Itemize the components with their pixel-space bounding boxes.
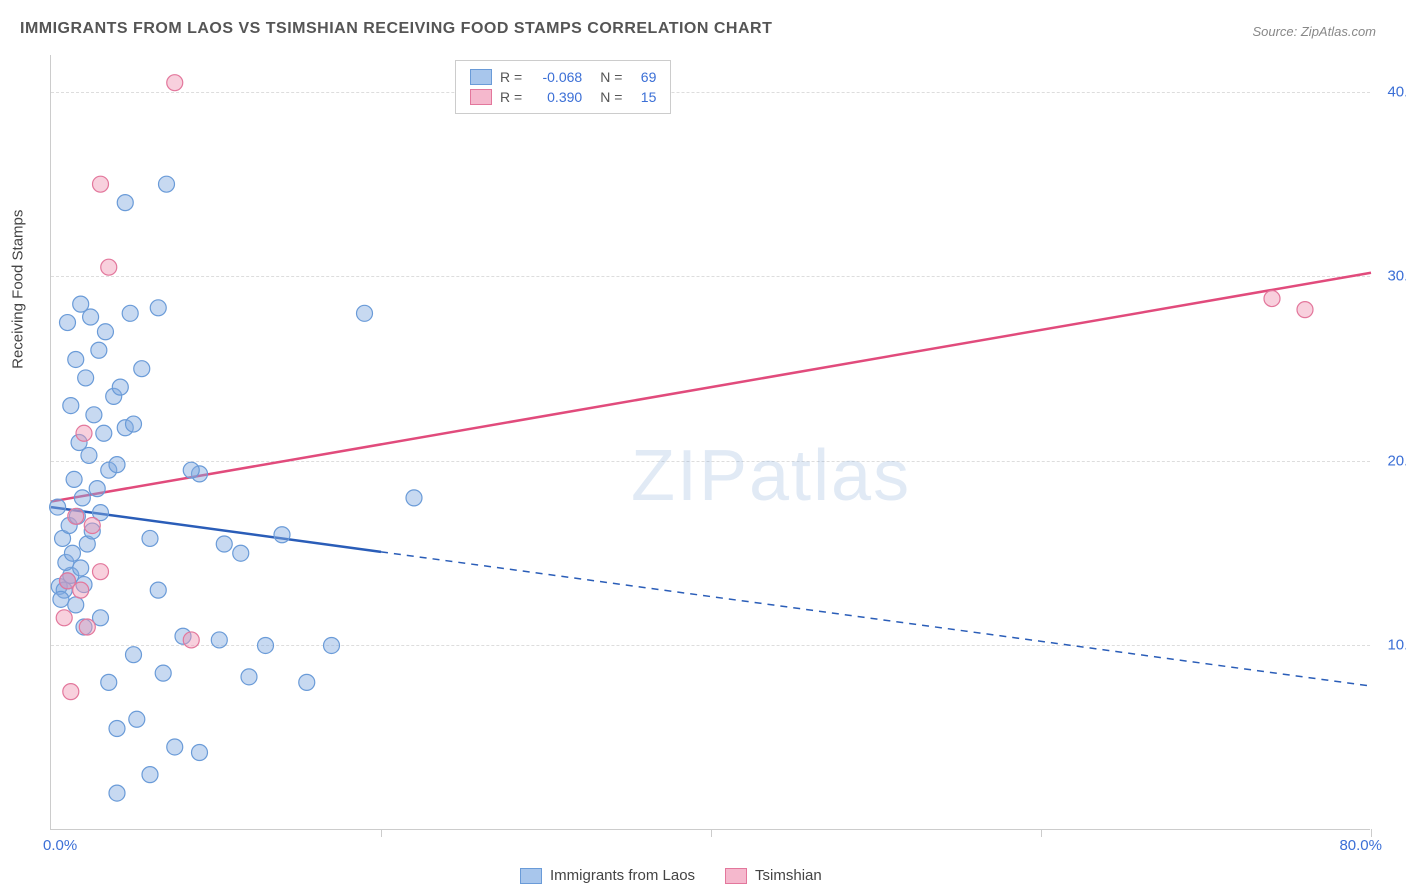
legend-swatch xyxy=(470,89,492,105)
data-point xyxy=(155,665,171,681)
data-point xyxy=(66,471,82,487)
data-point xyxy=(129,711,145,727)
data-point xyxy=(211,632,227,648)
data-point xyxy=(97,324,113,340)
data-point xyxy=(76,425,92,441)
data-point xyxy=(64,545,80,561)
legend-r-value: -0.068 xyxy=(530,69,582,85)
data-point xyxy=(109,721,125,737)
data-point xyxy=(1297,302,1313,318)
data-point xyxy=(126,416,142,432)
data-point xyxy=(78,370,94,386)
trend-line xyxy=(51,273,1371,502)
data-point xyxy=(68,351,84,367)
legend-n-value: 69 xyxy=(630,69,656,85)
y-axis-title: Receiving Food Stamps xyxy=(10,210,27,369)
data-point xyxy=(167,75,183,91)
data-point xyxy=(324,637,340,653)
data-point xyxy=(142,530,158,546)
y-tick-label: 10.0% xyxy=(1387,637,1406,654)
legend-r-label: R = xyxy=(500,69,522,85)
data-point xyxy=(1264,291,1280,307)
series-legend-label: Tsimshian xyxy=(755,867,822,884)
y-tick-label: 40.0% xyxy=(1387,83,1406,100)
x-tick xyxy=(711,829,712,837)
data-point xyxy=(101,259,117,275)
plot-area: ZIPatlas 0.0% 80.0% 10.0%20.0%30.0%40.0% xyxy=(50,55,1370,830)
data-point xyxy=(68,508,84,524)
data-point xyxy=(74,490,90,506)
y-tick-label: 30.0% xyxy=(1387,268,1406,285)
series-legend-label: Immigrants from Laos xyxy=(550,867,695,884)
data-point xyxy=(126,647,142,663)
data-point xyxy=(159,176,175,192)
data-point xyxy=(109,785,125,801)
data-point xyxy=(68,597,84,613)
data-point xyxy=(83,309,99,325)
data-point xyxy=(274,527,290,543)
data-point xyxy=(299,674,315,690)
data-point xyxy=(96,425,112,441)
data-point xyxy=(79,619,95,635)
data-point xyxy=(406,490,422,506)
data-point xyxy=(63,684,79,700)
x-tick xyxy=(1041,829,1042,837)
data-point xyxy=(60,315,76,331)
data-point xyxy=(73,582,89,598)
legend-row: R = 0.390 N = 15 xyxy=(470,87,656,107)
data-point xyxy=(56,610,72,626)
legend-swatch xyxy=(520,868,542,884)
data-point xyxy=(150,300,166,316)
data-point xyxy=(73,560,89,576)
data-point xyxy=(142,767,158,783)
series-legend-item: Tsimshian xyxy=(725,867,822,884)
data-point xyxy=(192,745,208,761)
series-legend: Immigrants from Laos Tsimshian xyxy=(520,867,822,884)
data-point xyxy=(117,195,133,211)
data-point xyxy=(109,457,125,473)
data-point xyxy=(101,674,117,690)
legend-swatch xyxy=(725,868,747,884)
data-point xyxy=(216,536,232,552)
data-point xyxy=(233,545,249,561)
data-point xyxy=(93,176,109,192)
data-point xyxy=(122,305,138,321)
data-point xyxy=(86,407,102,423)
data-point xyxy=(150,582,166,598)
data-point xyxy=(134,361,150,377)
plot-svg xyxy=(51,55,1370,829)
legend-n-label: N = xyxy=(600,89,622,105)
data-point xyxy=(53,591,69,607)
data-point xyxy=(89,481,105,497)
data-point xyxy=(50,499,66,515)
data-point xyxy=(93,564,109,580)
data-point xyxy=(167,739,183,755)
chart-source: Source: ZipAtlas.com xyxy=(1252,24,1376,39)
data-point xyxy=(357,305,373,321)
legend-n-value: 15 xyxy=(630,89,656,105)
chart-container: IMMIGRANTS FROM LAOS VS TSIMSHIAN RECEIV… xyxy=(0,0,1406,892)
data-point xyxy=(84,518,100,534)
data-point xyxy=(63,398,79,414)
chart-title: IMMIGRANTS FROM LAOS VS TSIMSHIAN RECEIV… xyxy=(20,20,772,38)
legend-r-value: 0.390 xyxy=(530,89,582,105)
data-point xyxy=(241,669,257,685)
x-tick xyxy=(1371,829,1372,837)
series-legend-item: Immigrants from Laos xyxy=(520,867,695,884)
x-tick xyxy=(381,829,382,837)
correlation-legend: R = -0.068 N = 69 R = 0.390 N = 15 xyxy=(455,60,671,114)
legend-swatch xyxy=(470,69,492,85)
x-axis-min-label: 0.0% xyxy=(43,837,77,854)
data-point xyxy=(183,632,199,648)
y-tick-label: 20.0% xyxy=(1387,452,1406,469)
data-point xyxy=(91,342,107,358)
trend-line-extrapolated xyxy=(381,552,1371,686)
legend-n-label: N = xyxy=(600,69,622,85)
data-point xyxy=(183,462,199,478)
legend-r-label: R = xyxy=(500,89,522,105)
x-axis-max-label: 80.0% xyxy=(1339,837,1382,854)
data-point xyxy=(258,637,274,653)
legend-row: R = -0.068 N = 69 xyxy=(470,67,656,87)
data-point xyxy=(112,379,128,395)
